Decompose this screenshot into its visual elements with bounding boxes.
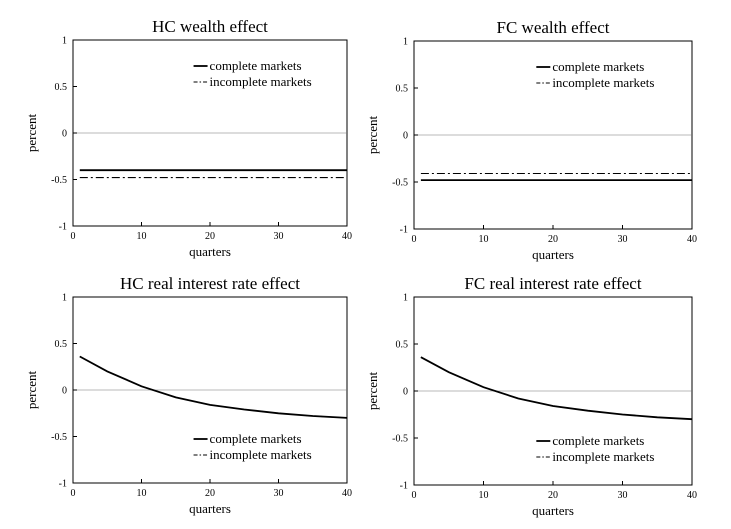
y-tick-label: 0 <box>403 387 408 398</box>
y-tick-label: 1 <box>403 37 408 48</box>
y-tick-label: 1 <box>62 36 67 47</box>
y-axis-label: percent <box>365 115 380 154</box>
y-tick-label: 0 <box>403 131 408 142</box>
x-tick-label: 10 <box>479 234 489 245</box>
y-tick-label: -0.5 <box>392 434 408 445</box>
x-tick-label: 0 <box>412 490 417 501</box>
chart-title: FC real interest rate effect <box>464 274 641 293</box>
y-tick-label: -1 <box>59 222 67 233</box>
y-axis-label: percent <box>24 113 39 152</box>
legend-label: incomplete markets <box>210 447 312 462</box>
chart-title: FC wealth effect <box>497 18 610 37</box>
legend-label: complete markets <box>552 59 644 74</box>
x-tick-label: 40 <box>342 231 352 242</box>
chart-panel-3: HC real interest rate effect-1-0.500.510… <box>24 274 352 516</box>
x-tick-label: 40 <box>342 488 352 499</box>
x-tick-label: 30 <box>274 488 284 499</box>
x-axis-label: quarters <box>532 503 574 518</box>
series-line-complete-markets <box>79 355 348 419</box>
x-tick-label: 20 <box>548 234 558 245</box>
series-line-complete-markets <box>420 356 693 421</box>
x-tick-label: 10 <box>137 231 147 242</box>
x-tick-label: 20 <box>548 490 558 501</box>
chart-panel-1: HC wealth effect-1-0.500.510 10 20 30 40quar… <box>24 17 352 259</box>
y-tick-label: 1 <box>62 293 67 304</box>
chart-panel-2: FC wealth effect-1-0.500.510 10 20 30 40quar… <box>365 18 697 262</box>
x-tick-label: 10 <box>479 490 489 501</box>
x-tick-label: 10 <box>137 488 147 499</box>
y-tick-label: 0.5 <box>55 339 68 350</box>
legend-label: incomplete markets <box>552 449 654 464</box>
x-axis-label: quarters <box>189 244 231 259</box>
x-tick-label: 40 <box>687 234 697 245</box>
x-tick-label: 30 <box>618 234 628 245</box>
y-tick-label: -1 <box>400 481 408 492</box>
y-tick-label: 0.5 <box>396 340 409 351</box>
x-axis-label: quarters <box>189 501 231 516</box>
x-tick-label: 20 <box>205 488 215 499</box>
x-tick-label: 0 <box>71 488 76 499</box>
y-tick-label: 0 <box>62 129 67 140</box>
x-tick-label: 0 <box>71 231 76 242</box>
y-axis-label: percent <box>24 370 39 409</box>
x-axis-label: quarters <box>532 247 574 262</box>
x-tick-label: 40 <box>687 490 697 501</box>
y-tick-label: -0.5 <box>51 175 67 186</box>
chart-panel-4: FC real interest rate effect-1-0.500.510… <box>365 274 697 518</box>
chart-title: HC real interest rate effect <box>120 274 300 293</box>
x-tick-label: 0 <box>412 234 417 245</box>
y-tick-label: 0.5 <box>55 82 68 93</box>
y-tick-label: -0.5 <box>51 432 67 443</box>
y-tick-label: 0 <box>62 386 67 397</box>
legend-label: complete markets <box>552 433 644 448</box>
y-tick-label: 1 <box>403 293 408 304</box>
y-tick-label: 0.5 <box>396 84 409 95</box>
y-axis-label: percent <box>365 371 380 410</box>
chart-title: HC wealth effect <box>152 17 268 36</box>
legend-label: complete markets <box>210 58 302 73</box>
legend-label: incomplete markets <box>552 75 654 90</box>
legend-label: incomplete markets <box>210 74 312 89</box>
x-tick-label: 30 <box>618 490 628 501</box>
y-tick-label: -1 <box>59 479 67 490</box>
legend-label: complete markets <box>210 431 302 446</box>
series-line-incomplete-markets <box>79 356 348 419</box>
x-tick-label: 30 <box>274 231 284 242</box>
y-tick-label: -1 <box>400 225 408 236</box>
y-tick-label: -0.5 <box>392 178 408 189</box>
series-line-incomplete-markets <box>420 356 693 420</box>
x-tick-label: 20 <box>205 231 215 242</box>
